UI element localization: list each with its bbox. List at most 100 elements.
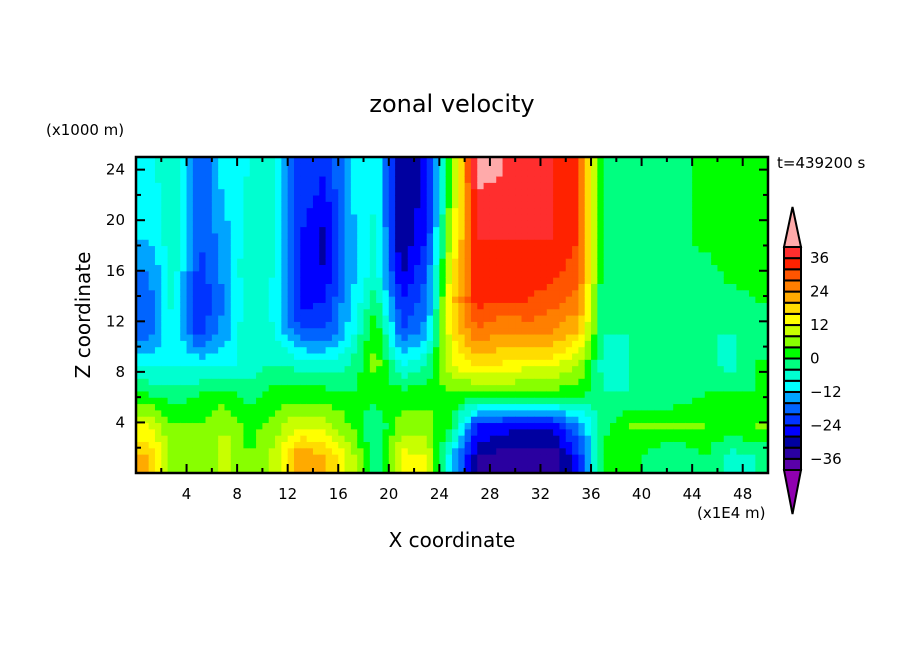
heatmap-cell <box>742 169 750 177</box>
heatmap-cell <box>439 409 447 417</box>
heatmap-cell <box>641 365 649 373</box>
heatmap-cell <box>635 207 643 215</box>
heatmap-cell <box>711 201 719 209</box>
heatmap-cell <box>534 447 542 455</box>
heatmap-cell <box>338 359 346 367</box>
heatmap-cell <box>540 371 548 379</box>
heatmap-cell <box>230 340 238 348</box>
heatmap-cell <box>647 327 655 335</box>
heatmap-cell <box>610 270 617 278</box>
heatmap-cell <box>192 207 200 215</box>
heatmap-cell <box>445 213 453 221</box>
heatmap-cell <box>211 270 219 278</box>
heatmap-cell <box>218 384 226 392</box>
heatmap-cell <box>502 365 510 373</box>
heatmap-cell <box>679 251 687 259</box>
heatmap-cell <box>275 454 282 461</box>
heatmap-cell <box>300 264 308 272</box>
heatmap-cell <box>439 277 447 284</box>
heatmap-cell <box>527 460 535 468</box>
heatmap-cell <box>515 264 523 272</box>
heatmap-cell <box>540 346 548 354</box>
heatmap-cell <box>357 213 365 221</box>
heatmap-cell <box>363 447 371 455</box>
heatmap-cell <box>508 258 516 266</box>
heatmap-cell <box>142 220 150 228</box>
heatmap-cell <box>420 409 428 417</box>
heatmap-cell <box>344 258 352 266</box>
heatmap-cell <box>294 321 301 329</box>
heatmap-cell <box>641 220 649 228</box>
heatmap-cell <box>243 220 251 228</box>
heatmap-cell <box>489 283 497 291</box>
heatmap-cell <box>591 251 598 259</box>
heatmap-cell <box>439 175 447 183</box>
heatmap-cell <box>749 327 756 335</box>
heatmap-cell <box>331 201 339 209</box>
heatmap-cell <box>376 409 384 417</box>
heatmap-cell <box>350 454 358 461</box>
heatmap-cell <box>306 194 314 202</box>
heatmap-cell <box>186 384 194 392</box>
heatmap-cell <box>294 188 301 196</box>
heatmap-cell <box>572 188 579 196</box>
heatmap-cell <box>426 416 434 424</box>
heatmap-cell <box>515 302 523 310</box>
heatmap-cell <box>508 315 516 322</box>
heatmap-cell <box>142 175 150 183</box>
heatmap-cell <box>647 359 655 367</box>
heatmap-cell <box>578 213 586 221</box>
heatmap-cell <box>666 251 674 259</box>
heatmap-cell <box>199 207 207 215</box>
heatmap-cell <box>515 416 523 424</box>
heatmap-cell <box>628 302 636 310</box>
heatmap-cell <box>433 403 440 411</box>
heatmap-cell <box>546 163 554 171</box>
heatmap-cell <box>742 308 750 316</box>
heatmap-cell <box>306 340 314 348</box>
heatmap-cell <box>761 245 769 253</box>
heatmap-cell <box>325 384 333 392</box>
heatmap-cell <box>755 245 763 253</box>
heatmap-cell <box>628 264 636 272</box>
heatmap-cell <box>414 302 421 310</box>
heatmap-cell <box>477 296 485 303</box>
heatmap-cell <box>445 403 453 411</box>
heatmap-cell <box>616 207 624 215</box>
heatmap-cell <box>704 226 712 234</box>
heatmap-cell <box>591 201 598 209</box>
heatmap-cell <box>641 435 649 442</box>
heatmap-cell <box>148 390 156 398</box>
heatmap-cell <box>369 245 377 253</box>
heatmap-cell <box>591 315 598 322</box>
heatmap-cell <box>578 390 586 398</box>
heatmap-cell <box>205 264 213 272</box>
heatmap-cell <box>319 226 327 234</box>
heatmap-cell <box>439 428 447 436</box>
heatmap-cell <box>666 390 674 398</box>
heatmap-cell <box>660 270 668 278</box>
heatmap-cell <box>755 175 763 183</box>
heatmap-cell <box>173 435 181 442</box>
heatmap-cell <box>148 289 156 297</box>
heatmap-cell <box>186 239 194 247</box>
heatmap-cell <box>395 333 403 341</box>
heatmap-cell <box>414 321 421 329</box>
heatmap-cell <box>205 371 213 379</box>
heatmap-cell <box>559 283 567 291</box>
heatmap-cell <box>287 359 295 367</box>
heatmap-cell <box>692 397 700 405</box>
heatmap-cell <box>534 371 542 379</box>
heatmap-cell <box>483 188 491 196</box>
heatmap-cell <box>388 327 396 335</box>
heatmap-cell <box>597 182 605 190</box>
heatmap-cell <box>344 277 352 284</box>
heatmap-cell <box>584 226 592 234</box>
heatmap-cell <box>275 169 282 177</box>
heatmap-cell <box>325 378 333 386</box>
heatmap-cell <box>534 422 542 430</box>
heatmap-cell <box>154 157 162 164</box>
heatmap-cell <box>395 232 403 240</box>
heatmap-cell <box>534 169 542 177</box>
heatmap-cell <box>281 194 289 202</box>
